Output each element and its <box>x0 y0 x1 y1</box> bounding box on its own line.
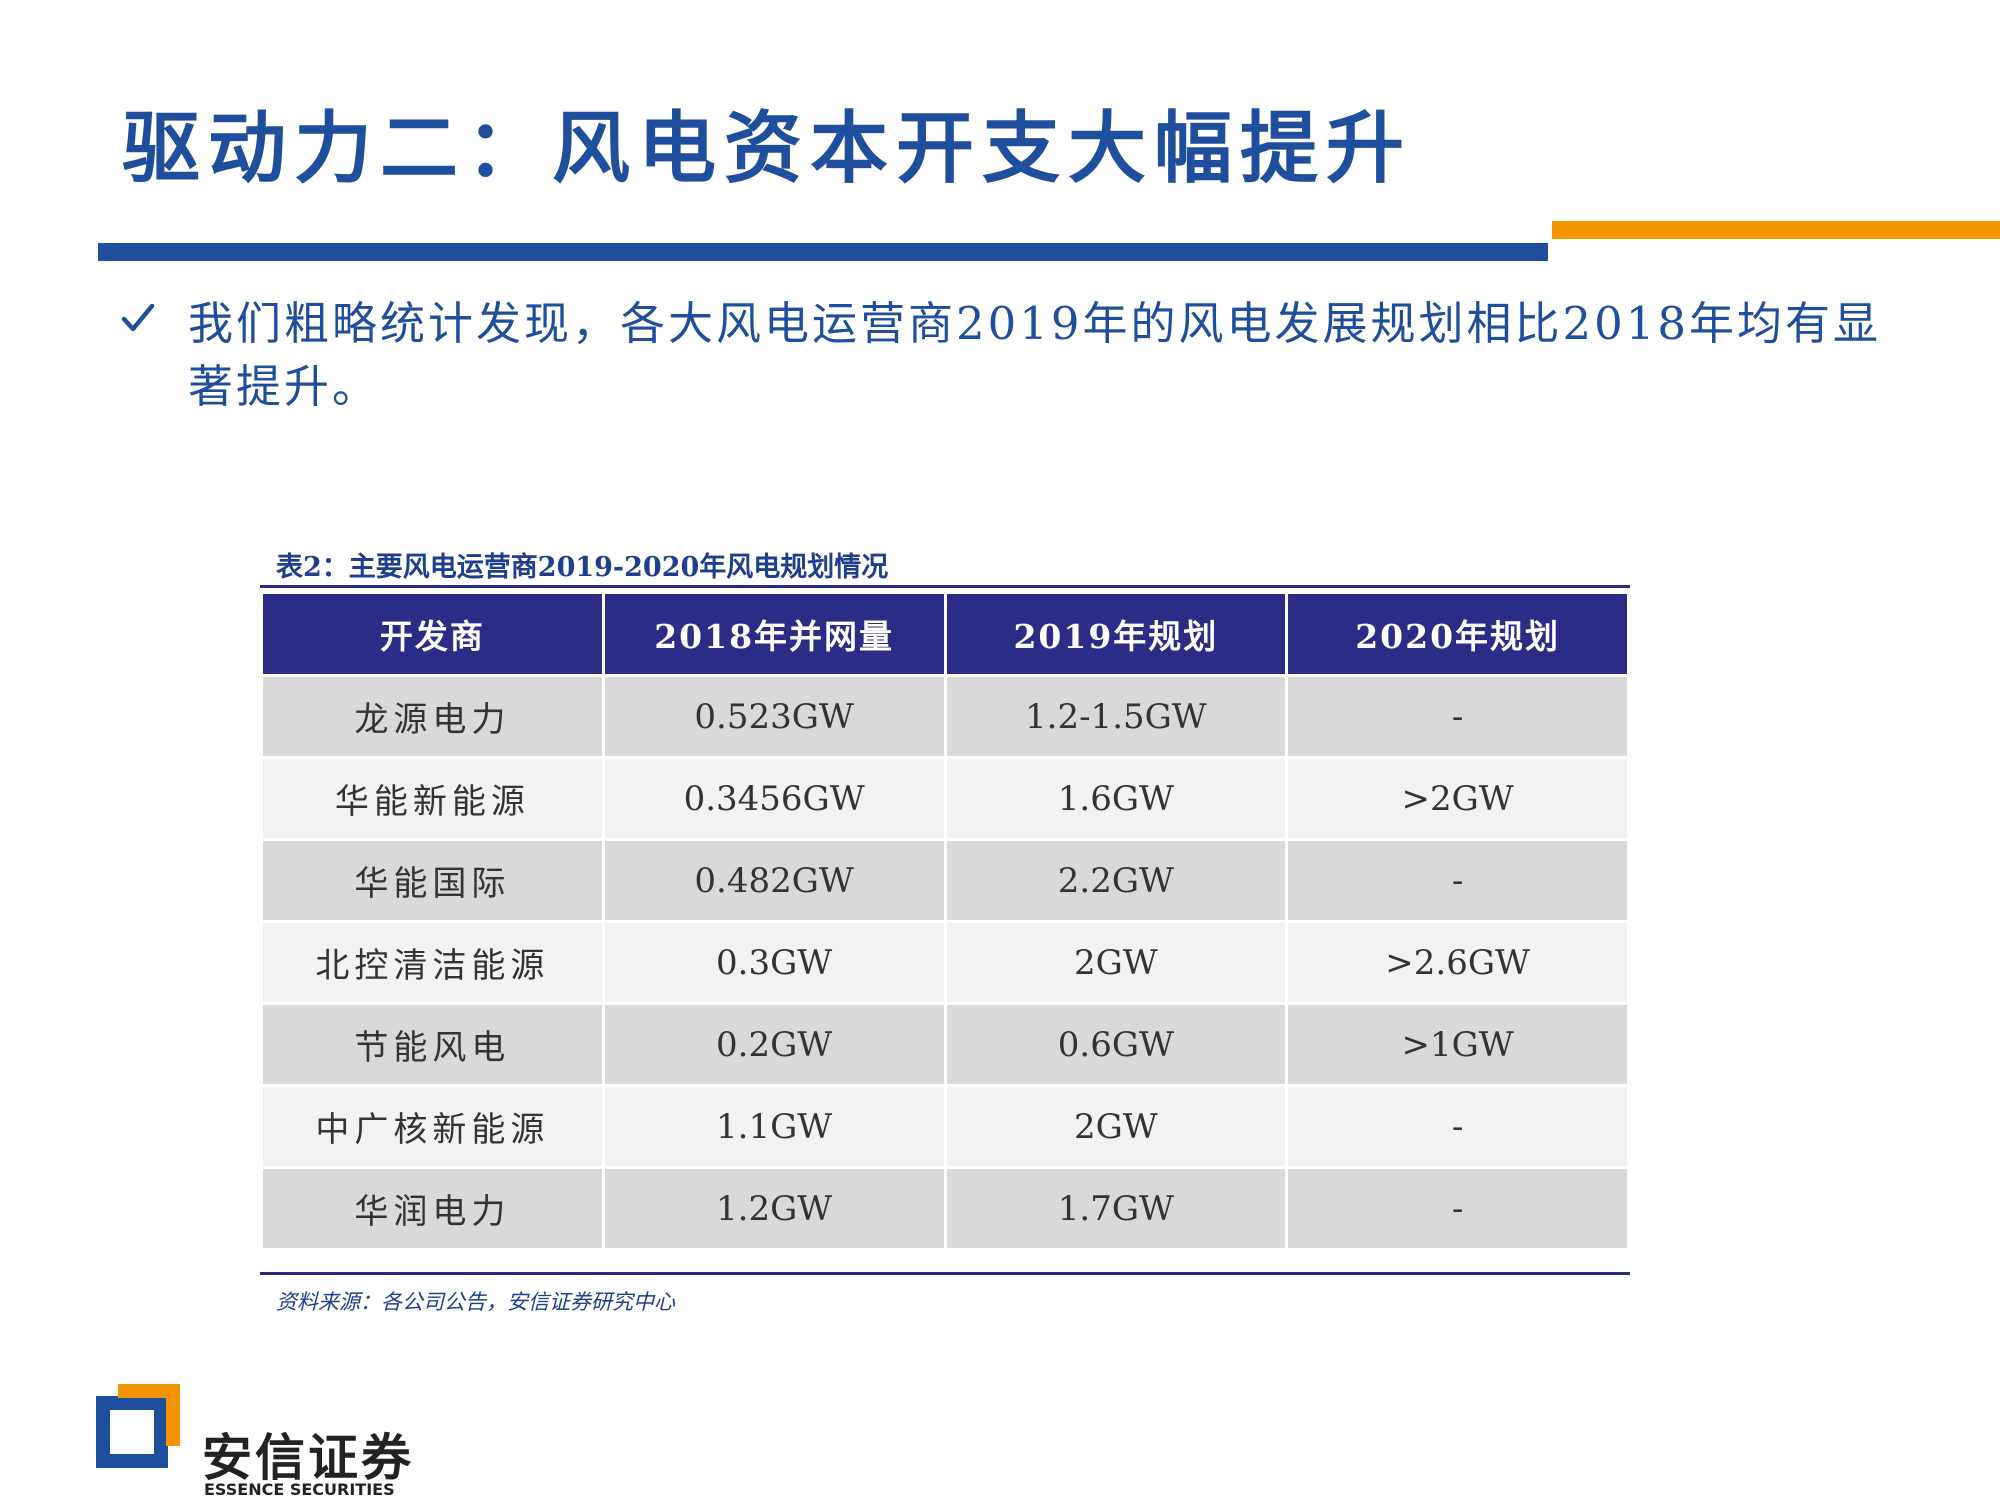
cell-2020: - <box>1285 838 1630 923</box>
cell-2018: 0.3GW <box>601 920 947 1005</box>
cell-2019: 2.2GW <box>943 838 1289 923</box>
check-icon <box>121 303 155 332</box>
cell-developer: 节能风电 <box>260 1002 605 1087</box>
plan-table: 开发商 2018年并网量 2019年规划 2020年规划 龙源电力 0.523G… <box>260 591 1630 1251</box>
logo-name-en: ESSENCE SECURITIES <box>204 1480 395 1499</box>
logo-name-cn: 安信证券 <box>202 1429 414 1487</box>
table-header-row: 开发商 2018年并网量 2019年规划 2020年规划 <box>260 591 1630 677</box>
cell-2018: 1.2GW <box>601 1166 947 1251</box>
cell-2020: - <box>1285 674 1630 759</box>
table-bottom-rule <box>260 1272 1630 1275</box>
table-caption: 表2：主要风电运营商2019-2020年风电规划情况 <box>276 552 889 583</box>
cell-developer: 华能国际 <box>260 838 605 923</box>
essence-securities-logo: 安信证券 ESSENCE SECURITIES <box>96 1384 476 1500</box>
cell-2019: 1.7GW <box>943 1166 1289 1251</box>
cell-2019: 2GW <box>943 920 1289 1005</box>
cell-2020: >1GW <box>1285 1002 1630 1087</box>
cell-developer: 华润电力 <box>260 1166 605 1251</box>
logo-mark-icon <box>96 1384 180 1468</box>
cell-2018: 0.523GW <box>601 674 947 759</box>
header-2019-plan: 2019年规划 <box>943 591 1289 677</box>
table-row: 华能国际 0.482GW 2.2GW - <box>260 838 1630 923</box>
cell-2020: >2.6GW <box>1285 920 1630 1005</box>
cell-2018: 0.482GW <box>601 838 947 923</box>
caption-rule <box>260 585 1630 588</box>
cell-2019: 1.2-1.5GW <box>943 674 1289 759</box>
cell-2019: 0.6GW <box>943 1002 1289 1087</box>
cell-developer: 华能新能源 <box>260 756 605 841</box>
table-row: 龙源电力 0.523GW 1.2-1.5GW - <box>260 674 1630 759</box>
header-developer: 开发商 <box>260 591 605 677</box>
table-row: 节能风电 0.2GW 0.6GW >1GW <box>260 1002 1630 1087</box>
table-row: 华能新能源 0.3456GW 1.6GW >2GW <box>260 756 1630 841</box>
cell-2018: 0.3456GW <box>601 756 947 841</box>
source-note: 资料来源：各公司公告，安信证券研究中心 <box>276 1290 675 1314</box>
table-row: 华润电力 1.2GW 1.7GW - <box>260 1166 1630 1251</box>
title-rule-blue <box>98 243 1548 261</box>
title-rule-orange <box>1552 221 2000 239</box>
table-row: 中广核新能源 1.1GW 2GW - <box>260 1084 1630 1169</box>
cell-developer: 龙源电力 <box>260 674 605 759</box>
slide-title: 驱动力二：风电资本开支大幅提升 <box>122 103 1413 194</box>
cell-2020: - <box>1285 1084 1630 1169</box>
cell-developer: 北控清洁能源 <box>260 920 605 1005</box>
bullet-text: 我们粗略统计发现，各大风电运营商2019年的风电发展规划相比2018年均有显著提… <box>188 297 1882 413</box>
cell-2018: 0.2GW <box>601 1002 947 1087</box>
table-row: 北控清洁能源 0.3GW 2GW >2.6GW <box>260 920 1630 1005</box>
cell-2019: 2GW <box>943 1084 1289 1169</box>
cell-2019: 1.6GW <box>943 756 1289 841</box>
header-2020-plan: 2020年规划 <box>1285 591 1630 677</box>
cell-2020: >2GW <box>1285 756 1630 841</box>
cell-developer: 中广核新能源 <box>260 1084 605 1169</box>
cell-2018: 1.1GW <box>601 1084 947 1169</box>
cell-2020: - <box>1285 1166 1630 1251</box>
header-2018-grid: 2018年并网量 <box>601 591 947 677</box>
